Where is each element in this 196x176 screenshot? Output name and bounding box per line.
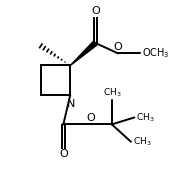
- Text: CH$_3$: CH$_3$: [133, 136, 151, 148]
- Text: N: N: [67, 99, 75, 109]
- Text: O: O: [113, 42, 122, 52]
- Text: CH$_3$: CH$_3$: [136, 111, 155, 124]
- Text: O: O: [59, 149, 68, 159]
- Text: O: O: [87, 113, 95, 123]
- Text: O: O: [91, 6, 100, 16]
- Text: CH$_3$: CH$_3$: [103, 87, 121, 99]
- Polygon shape: [70, 41, 97, 65]
- Text: OCH$_3$: OCH$_3$: [142, 46, 170, 60]
